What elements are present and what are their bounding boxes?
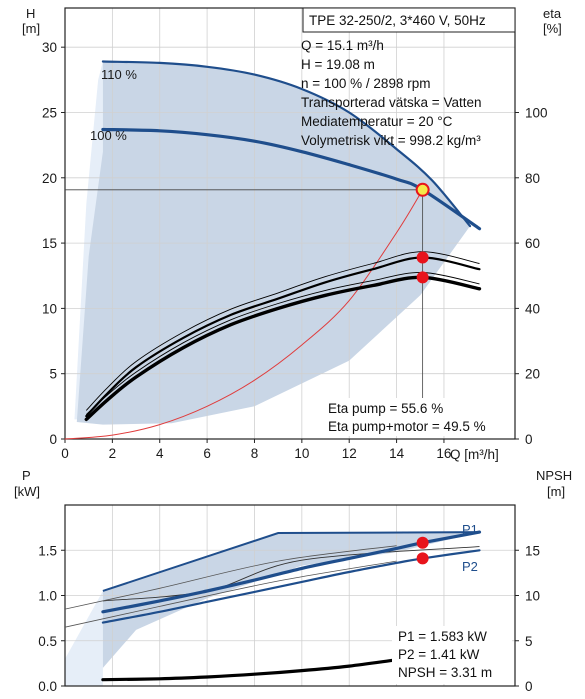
power-range-area xyxy=(102,532,480,668)
x-tick-label: 6 xyxy=(203,446,211,461)
p2-curve xyxy=(101,549,481,624)
p2-max-envelope xyxy=(102,546,480,602)
npsh-value-label: NPSH = 3.31 m xyxy=(398,665,492,680)
thin-envelope-lower xyxy=(64,560,397,628)
y-left-tick-label: 0 xyxy=(49,432,57,447)
head-curves xyxy=(64,60,482,440)
p2-value-label: P2 = 1.41 kW xyxy=(398,647,480,662)
x-tick-label: 8 xyxy=(251,446,259,461)
pump-title-box xyxy=(302,7,516,33)
y-left-unit: [m] xyxy=(22,21,40,36)
x-tick-label: 10 xyxy=(294,446,309,461)
info-line-temperature: Mediatemperatur = 20 °C xyxy=(301,114,453,129)
power-y-tick-label: 1.5 xyxy=(38,543,57,558)
thin-envelope-upper xyxy=(64,545,397,610)
power-axis-ticks: 0.0 0.5 1.0 1.5 0 5 10 15 xyxy=(38,543,540,694)
info-line-speed: n = 100 % / 2898 rpm xyxy=(301,76,430,91)
eta-pump-curve xyxy=(85,256,481,418)
p1-curve xyxy=(101,530,482,614)
y-left-tick-label: 25 xyxy=(42,105,57,120)
power-y-tick-label: 0.0 xyxy=(38,679,57,694)
curve-110-percent xyxy=(101,60,472,228)
head-plot-frame xyxy=(64,7,516,440)
eta-pump-label: Eta pump = 55.6 % xyxy=(328,401,443,416)
x-axis-title: Q [m³/h] xyxy=(450,447,499,462)
head-chart-panel: 0 2 4 6 8 10 12 14 16 0 5 10 15 20 25 30 0 20 40 60 80 100 TP… xyxy=(22,6,562,462)
y-right-tick-label: 100 xyxy=(525,105,548,120)
info-line-flow: Q = 15.1 m³/h xyxy=(301,38,384,53)
system-curve xyxy=(64,189,424,440)
x-tick-label: 2 xyxy=(109,446,117,461)
npsh-y-tick-label: 0 xyxy=(525,679,533,694)
p1-max-envelope xyxy=(102,531,480,592)
eta-total-curve xyxy=(84,275,482,422)
info-line-head: H = 19.08 m xyxy=(301,57,375,72)
power-duty-points xyxy=(416,536,429,565)
y-right-tick-label: 40 xyxy=(525,301,540,316)
info-line-liquid: Transporterad vätska = Vatten xyxy=(301,95,481,110)
x-tick-label: 14 xyxy=(389,446,405,461)
duty-point-p2 xyxy=(416,552,429,565)
eta-thin-curve xyxy=(85,251,480,411)
y-left-tick-label: 5 xyxy=(49,367,57,382)
head-duty-points xyxy=(65,182,430,399)
power-y-tick-label: 1.0 xyxy=(38,589,57,604)
y-left-title: H xyxy=(26,6,35,21)
power-y-tick-label: 0.5 xyxy=(38,634,57,649)
curve-label-110: 110 % xyxy=(101,67,137,82)
power-info-backdrop xyxy=(392,626,512,684)
x-tick-label: 0 xyxy=(61,446,69,461)
duty-point-p1 xyxy=(416,536,429,549)
y-left-tick-label: 20 xyxy=(42,171,57,186)
eta-info-backdrop xyxy=(322,398,512,436)
head-axis-ticks: 0 2 4 6 8 10 12 14 16 0 5 10 15 20 25 30 0 20 40 60 80 100 xyxy=(42,40,548,461)
pump-title: TPE 32-250/2, 3*460 V, 50Hz xyxy=(309,13,486,28)
y-left-tick-label: 30 xyxy=(42,40,57,55)
curve-label-p2: P2 xyxy=(462,559,478,574)
y-right-tick-label: 80 xyxy=(525,171,540,186)
power-range-light-area xyxy=(65,590,103,686)
npsh-y-right-title: NPSH xyxy=(536,468,572,483)
npsh-y-right-unit: [m] xyxy=(547,484,565,499)
y-right-unit: [%] xyxy=(543,21,562,36)
head-grid xyxy=(64,8,515,440)
y-right-tick-label: 20 xyxy=(525,367,540,382)
y-left-tick-label: 15 xyxy=(42,236,57,251)
curve-100-percent xyxy=(101,127,482,231)
npsh-y-tick-label: 5 xyxy=(525,634,533,649)
p1-value-label: P1 = 1.583 kW xyxy=(398,629,487,644)
curve-label-100: 100 % xyxy=(90,128,127,143)
duty-point-eta-total xyxy=(416,271,429,284)
x-tick-label: 12 xyxy=(342,446,357,461)
npsh-y-tick-label: 10 xyxy=(525,589,540,604)
duty-point-head xyxy=(415,182,430,197)
power-y-left-title: P xyxy=(22,468,31,483)
curve-label-p1: P1 xyxy=(462,522,478,537)
y-left-tick-label: 10 xyxy=(42,301,57,316)
y-right-title: eta xyxy=(543,6,562,21)
x-tick-label: 4 xyxy=(156,446,164,461)
power-y-left-unit: [kW] xyxy=(14,484,40,499)
y-right-tick-label: 60 xyxy=(525,236,540,251)
power-chart-panel: 0.0 0.5 1.0 1.5 0 5 10 15 P [kW] NPSH [m] P1 P2… xyxy=(14,468,572,694)
y-right-tick-label: 0 xyxy=(525,432,533,447)
x-tick-label: 16 xyxy=(436,446,451,461)
info-line-density: Volymetrisk vikt = 998.2 kg/m³ xyxy=(301,133,481,148)
eta-total-label: Eta pump+motor = 49.5 % xyxy=(328,419,486,434)
duty-point-eta-pump xyxy=(416,251,429,264)
npsh-y-tick-label: 15 xyxy=(525,543,540,558)
eta-thin-curve xyxy=(85,272,480,415)
